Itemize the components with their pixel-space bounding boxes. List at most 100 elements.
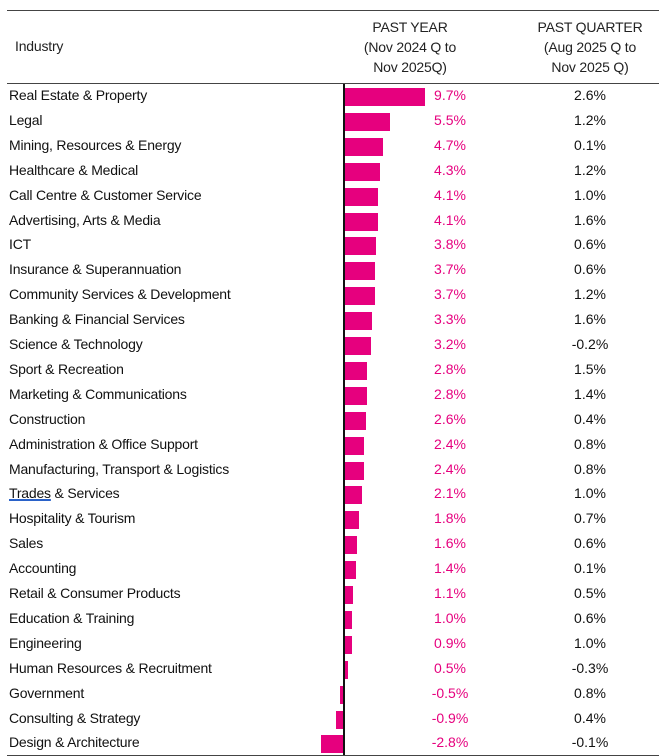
- past-quarter-value: 0.6%: [574, 609, 606, 626]
- table-row: Community Services & Development 3.7% 1.2%: [0, 283, 666, 308]
- industry-label: Consulting & Strategy: [9, 709, 141, 726]
- past-year-bar: [344, 660, 349, 679]
- table-row: Mining, Resources & Energy 4.7% 0.1%: [0, 134, 666, 159]
- past-quarter-value: 0.8%: [574, 684, 606, 701]
- table-row: Administration & Office Support 2.4% 0.8%: [0, 433, 666, 458]
- industry-label: Healthcare & Medical: [9, 161, 139, 178]
- past-year-value: 3.7%: [434, 261, 466, 278]
- table-row: Legal 5.5% 1.2%: [0, 109, 666, 134]
- past-year-bar: [344, 536, 358, 555]
- past-year-bar: [344, 187, 379, 206]
- past-quarter-value: 1.6%: [574, 211, 606, 228]
- past-quarter-value: 1.0%: [574, 485, 606, 502]
- past-year-bar: [339, 685, 344, 704]
- past-year-value: -0.5%: [431, 684, 469, 701]
- industry-label: Insurance & Superannuation: [9, 261, 182, 278]
- past-year-value: 5.5%: [434, 111, 466, 128]
- industry-label: Legal: [9, 111, 43, 128]
- industry-label: Hospitality & Tourism: [9, 510, 136, 527]
- table-row: Insurance & Superannuation 3.7% 0.6%: [0, 258, 666, 283]
- past-year-value: 1.4%: [434, 560, 466, 577]
- past-year-value: 0.9%: [434, 634, 466, 651]
- industry-label: Marketing & Communications: [9, 385, 187, 402]
- past-year-bar: [344, 386, 368, 405]
- industry-label: Mining, Resources & Energy: [9, 136, 182, 153]
- past-year-value: 3.2%: [434, 336, 466, 352]
- industry-label: Construction: [9, 410, 86, 427]
- industry-label: Education & Training: [9, 609, 135, 626]
- past-year-bar: [344, 411, 366, 430]
- past-year-value: 9.7%: [434, 87, 466, 103]
- industry-label: Sport & Recreation: [9, 360, 124, 377]
- past-year-bar: [344, 262, 375, 281]
- past-year-bar: [344, 287, 375, 306]
- past-year-value: 2.6%: [434, 410, 466, 427]
- table-row: Design & Architecture -2.8% -0.1%: [0, 731, 666, 756]
- past-quarter-value: 0.5%: [574, 585, 606, 601]
- past-quarter-value: 0.6%: [574, 236, 606, 253]
- past-year-value: -0.9%: [431, 709, 469, 726]
- top-rule: [7, 10, 659, 11]
- past-year-bar: [336, 710, 344, 729]
- table-row: Healthcare & Medical 4.3% 1.2%: [0, 159, 666, 184]
- header-past-year-line3: Nov 2025Q): [373, 59, 447, 75]
- past-year-value: 1.6%: [434, 535, 466, 552]
- past-year-value: 1.0%: [434, 609, 466, 626]
- past-quarter-value: 0.8%: [574, 460, 606, 477]
- industry-label: Science & Technology: [9, 336, 143, 352]
- industry-label: Call Centre & Customer Service: [9, 186, 202, 203]
- table-row: Banking & Financial Services 3.3% 1.6%: [0, 308, 666, 333]
- past-year-value: 2.8%: [434, 360, 466, 377]
- past-year-bar: [344, 436, 365, 455]
- past-quarter-value: 1.4%: [574, 385, 606, 402]
- table-row: Sport & Recreation 2.8% 1.5%: [0, 358, 666, 383]
- past-year-value: 2.4%: [434, 460, 466, 477]
- past-year-value: 4.1%: [434, 186, 466, 203]
- table-row: Science & Technology 3.2% -0.2%: [0, 333, 666, 358]
- table-row: Manufacturing, Transport & Logistics 2.4%…: [0, 458, 666, 483]
- table-row: Marketing & Communications 2.8% 1.4%: [0, 383, 666, 408]
- industry-label: Trades & Services: [9, 485, 120, 502]
- past-year-bar: [344, 112, 390, 131]
- past-quarter-value: 1.0%: [574, 186, 606, 203]
- past-quarter-value: 0.7%: [574, 510, 606, 527]
- past-year-value: 2.1%: [434, 485, 466, 502]
- past-quarter-value: 1.0%: [574, 634, 606, 651]
- past-year-bar: [344, 212, 379, 231]
- past-year-value: 3.7%: [434, 286, 466, 303]
- industry-label-rest: & Services: [50, 485, 120, 502]
- past-quarter-value: 1.5%: [574, 360, 606, 377]
- past-quarter-value: 1.2%: [574, 161, 606, 178]
- header-past-quarter: PAST QUARTER (Aug 2025 Q to Nov 2025 Q): [520, 17, 660, 77]
- industry-label: Administration & Office Support: [9, 435, 198, 452]
- past-year-value: 4.3%: [434, 161, 466, 178]
- header-past-year-line1: PAST YEAR: [372, 19, 448, 35]
- table-row: Sales 1.6% 0.6%: [0, 532, 666, 557]
- past-quarter-value: 0.8%: [574, 435, 606, 452]
- past-year-bar: [344, 337, 371, 355]
- table-row: Government -0.5% 0.8%: [0, 682, 666, 707]
- past-year-bar: [344, 88, 425, 106]
- industry-label: ICT: [9, 236, 31, 253]
- past-quarter-value: 1.2%: [574, 111, 606, 128]
- past-year-value: 2.8%: [434, 385, 466, 402]
- past-year-bar: [344, 361, 368, 380]
- past-quarter-value: 0.4%: [574, 410, 606, 427]
- table-row: Engineering 0.9% 1.0%: [0, 632, 666, 657]
- table-row: Education & Training 1.0% 0.6%: [0, 607, 666, 632]
- past-year-bar: [344, 610, 353, 629]
- header-past-quarter-line1: PAST QUARTER: [537, 19, 643, 35]
- past-quarter-value: -0.1%: [571, 734, 609, 751]
- table-row: Trades & Services 2.1% 1.0%: [0, 482, 666, 507]
- industry-label: Engineering: [9, 634, 82, 651]
- table-row: ICT 3.8% 0.6%: [0, 233, 666, 258]
- past-year-value: 4.7%: [434, 136, 466, 153]
- table-row: Real Estate & Property 9.7% 2.6%: [0, 84, 666, 109]
- table-row: Accounting 1.4% 0.1%: [0, 557, 666, 582]
- industry-label: Real Estate & Property: [9, 87, 147, 103]
- industry-label: Design & Architecture: [9, 734, 140, 751]
- past-year-bar: [344, 561, 356, 580]
- industry-label: Banking & Financial Services: [9, 311, 185, 328]
- industry-label-underlined-word: Trades: [9, 485, 51, 502]
- past-quarter-value: 0.6%: [574, 535, 606, 552]
